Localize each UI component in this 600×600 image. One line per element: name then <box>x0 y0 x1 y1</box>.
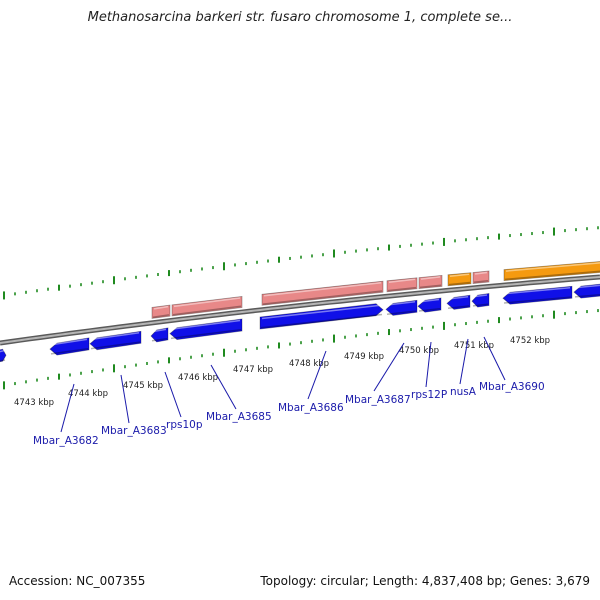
gene-highlight <box>419 298 440 303</box>
gene-label-leader <box>60 383 75 433</box>
inner-tick-track <box>3 309 599 390</box>
gene-feature[interactable] <box>417 297 442 313</box>
gene-highlight <box>153 305 169 310</box>
gene-label-leader <box>459 338 469 385</box>
gene-shadow <box>473 280 489 284</box>
gene-highlight <box>448 295 469 300</box>
gene-highlight <box>0 349 5 353</box>
gene-shadow <box>472 303 489 307</box>
gene-feature[interactable] <box>386 277 418 293</box>
gene-highlight <box>388 278 416 284</box>
topology-summary: Topology: circular; Length: 4,837,408 bp… <box>260 574 590 588</box>
gene-shadow <box>50 347 89 355</box>
scale-label: 4747 kbp <box>233 365 273 375</box>
gene-feature[interactable] <box>261 280 384 306</box>
outer-tick-track <box>3 226 599 300</box>
gene-highlight <box>473 294 488 298</box>
scale-labels: 4743 kbp 4744 kbp 4745 kbp 4746 kbp 4747 kbp… <box>14 336 550 408</box>
gene-feature[interactable] <box>151 304 171 319</box>
gene-highlight <box>171 319 241 330</box>
gene-label-leader <box>483 336 506 381</box>
scale-label: 4750 kbp <box>399 346 439 356</box>
gene-shadow <box>387 286 417 292</box>
gene-highlight <box>263 281 382 297</box>
gene-feature[interactable] <box>471 293 490 308</box>
gene-shadow <box>447 305 470 309</box>
gene-shadow <box>419 284 442 289</box>
gene-feature[interactable] <box>150 327 169 343</box>
gene-shadow <box>262 290 383 305</box>
gene-label[interactable]: Mbar_A3685 <box>206 411 272 423</box>
scale-label: 4746 kbp <box>178 373 218 383</box>
gene-feature[interactable] <box>503 261 600 282</box>
gene-feature[interactable] <box>169 318 243 341</box>
gene-label-leader <box>164 371 182 418</box>
gene-label-leader <box>425 341 432 388</box>
gene-shadow <box>504 270 600 281</box>
scale-label: 4748 kbp <box>289 359 329 369</box>
gene-highlight <box>474 271 488 275</box>
gene-highlight <box>575 284 600 289</box>
gene-track <box>0 261 600 363</box>
gene-shadow <box>152 314 170 318</box>
gene-highlight <box>505 262 600 272</box>
gene-feature[interactable] <box>418 274 443 290</box>
gene-shadow <box>418 308 441 312</box>
gene-label[interactable]: Mbar_A3690 <box>479 381 545 393</box>
gene-label[interactable]: Mbar_A3683 <box>101 425 167 437</box>
scale-label: 4743 kbp <box>14 398 54 408</box>
gene-feature[interactable] <box>259 303 384 330</box>
gene-shadow <box>574 294 600 298</box>
scale-label: 4751 kbp <box>454 341 494 351</box>
gene-label[interactable]: Mbar_A3687 <box>345 394 411 406</box>
gene-highlight <box>387 301 416 306</box>
gene-shadow <box>448 281 471 286</box>
gene-feature[interactable] <box>502 285 573 305</box>
map-title: Methanosarcina barkeri str. fusaro chrom… <box>87 10 513 25</box>
gene-highlight <box>420 276 441 280</box>
gene-highlight <box>91 332 140 341</box>
gene-feature[interactable] <box>472 270 490 284</box>
gene-label[interactable]: rps12P <box>411 389 447 401</box>
gene-label[interactable]: Mbar_A3682 <box>33 435 99 447</box>
chromosome-backbone <box>0 274 600 346</box>
gene-shadow <box>260 313 383 329</box>
gene-shadow <box>151 337 168 342</box>
gene-feature[interactable] <box>573 283 600 299</box>
gene-highlight <box>504 287 571 295</box>
scale-label: 4749 kbp <box>344 352 384 362</box>
gene-shadow <box>90 341 141 350</box>
gene-feature[interactable] <box>446 294 471 310</box>
gene-label[interactable]: nusA <box>450 386 477 398</box>
gene-feature[interactable] <box>89 330 142 351</box>
gene-shadow <box>172 305 242 316</box>
accession-text: Accession: NC_007355 <box>9 574 146 588</box>
gene-label-leader <box>307 350 327 400</box>
gene-highlight <box>152 328 167 333</box>
scale-label: 4744 kbp <box>68 389 108 399</box>
gene-label-leader <box>120 374 130 424</box>
gene-feature[interactable] <box>447 272 472 287</box>
gene-feature[interactable] <box>49 337 90 356</box>
scale-label: 4752 kbp <box>510 336 550 346</box>
gene-label[interactable]: Mbar_A3686 <box>278 402 344 414</box>
gene-shadow <box>386 310 417 315</box>
gene-feature[interactable] <box>385 299 418 316</box>
gene-label-leader <box>210 364 237 410</box>
gene-shadow <box>170 329 242 340</box>
gene-highlight <box>449 273 470 278</box>
gene-feature[interactable] <box>171 296 243 317</box>
gene-label[interactable]: rps10p <box>166 419 203 431</box>
gene-highlight <box>51 338 88 346</box>
gene-highlight <box>261 304 382 320</box>
gene-highlight <box>173 297 241 308</box>
gene-label-leader <box>373 342 405 392</box>
gene-feature[interactable] <box>0 348 7 363</box>
gene-shadow <box>503 296 572 304</box>
scale-label: 4745 kbp <box>123 381 163 391</box>
gene-shadow <box>0 359 6 362</box>
